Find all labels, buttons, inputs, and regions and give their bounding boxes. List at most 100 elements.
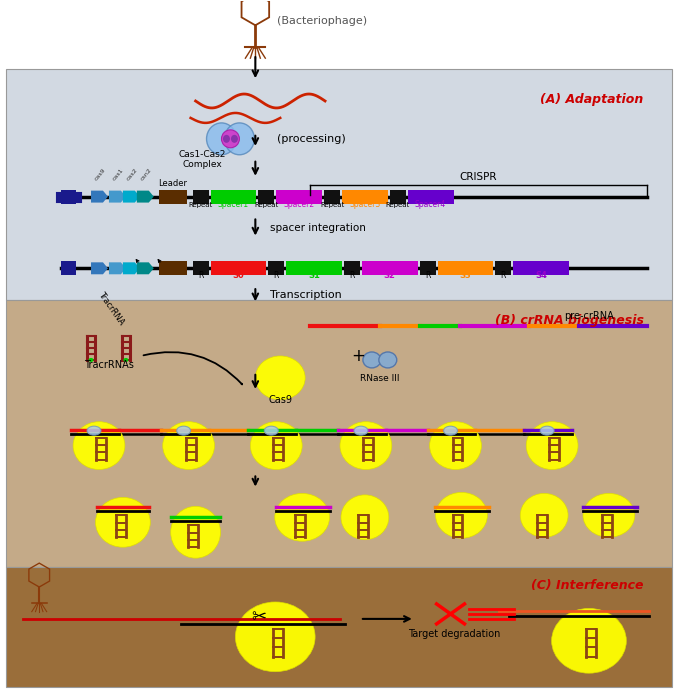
Bar [159, 190, 186, 203]
Bar [159, 262, 186, 275]
Bar [61, 262, 76, 275]
Text: S3: S3 [460, 271, 471, 280]
Ellipse shape [87, 426, 101, 435]
Ellipse shape [520, 493, 568, 537]
Ellipse shape [223, 135, 230, 143]
Bar [268, 262, 284, 275]
Bar [6, 69, 672, 300]
Bar [496, 262, 511, 275]
Bar [211, 262, 266, 275]
Ellipse shape [443, 426, 458, 435]
Ellipse shape [222, 130, 239, 148]
Ellipse shape [540, 426, 554, 435]
FancyArrow shape [123, 190, 140, 203]
Bar [324, 190, 340, 203]
Ellipse shape [231, 135, 238, 143]
Text: S0: S0 [233, 271, 244, 280]
Text: (C) Interference: (C) Interference [532, 579, 643, 592]
Bar [513, 262, 569, 275]
Bar [6, 300, 672, 567]
Ellipse shape [163, 421, 214, 469]
Bar [211, 190, 256, 203]
Text: Spacer4: Spacer4 [415, 199, 446, 208]
Text: ✂: ✂ [251, 608, 266, 626]
Text: TracrRNA: TracrRNA [96, 290, 125, 327]
Ellipse shape [552, 608, 626, 673]
FancyArrow shape [137, 262, 154, 274]
Ellipse shape [177, 426, 191, 435]
Bar [344, 262, 360, 275]
Text: R: R [425, 271, 431, 280]
Text: Spacer3: Spacer3 [349, 199, 380, 208]
Text: Spacer2: Spacer2 [283, 199, 315, 208]
Text: R: R [198, 271, 203, 280]
Bar [286, 262, 342, 275]
Bar [342, 190, 388, 203]
Text: Repeat: Repeat [188, 201, 213, 208]
Ellipse shape [96, 498, 151, 547]
Text: R: R [349, 271, 355, 280]
Text: S4: S4 [535, 271, 547, 280]
Ellipse shape [171, 507, 220, 558]
Text: spacer integration: spacer integration [271, 224, 366, 233]
Text: cas2: cas2 [126, 167, 139, 182]
Ellipse shape [379, 352, 397, 368]
Text: Cas1-Cas2: Cas1-Cas2 [179, 149, 226, 158]
Text: Target degradation: Target degradation [408, 629, 501, 639]
Ellipse shape [435, 493, 487, 538]
Ellipse shape [341, 495, 388, 540]
Bar [193, 190, 209, 203]
FancyArrow shape [109, 262, 126, 274]
Ellipse shape [256, 356, 305, 400]
Ellipse shape [224, 123, 254, 155]
Bar [6, 567, 672, 686]
Ellipse shape [235, 602, 315, 672]
Text: cas1: cas1 [112, 167, 125, 182]
Bar [437, 262, 494, 275]
FancyArrow shape [91, 262, 108, 274]
Text: S2: S2 [384, 271, 396, 280]
Text: CRISPR: CRISPR [460, 172, 497, 182]
Ellipse shape [430, 421, 481, 469]
FancyArrow shape [109, 190, 126, 203]
Text: Spacer1: Spacer1 [218, 199, 249, 208]
Text: csn2: csn2 [140, 167, 153, 182]
Bar [193, 262, 209, 275]
Bar [362, 262, 418, 275]
Text: Cas9: Cas9 [268, 394, 292, 405]
FancyArrowPatch shape [144, 352, 242, 384]
Text: Transcription: Transcription [271, 290, 342, 300]
Bar [407, 190, 454, 203]
FancyArrow shape [91, 190, 108, 203]
Bar [258, 190, 275, 203]
Bar [390, 190, 405, 203]
Text: TracrRNAs: TracrRNAs [84, 360, 134, 370]
Ellipse shape [207, 123, 237, 155]
Text: (processing): (processing) [277, 134, 346, 144]
Bar [276, 190, 322, 203]
Bar [420, 262, 435, 275]
Text: Complex: Complex [182, 160, 222, 169]
Text: Leader: Leader [158, 179, 187, 188]
Text: (B) crRNA biogenesis: (B) crRNA biogenesis [495, 314, 643, 327]
Text: (A) Adaptation: (A) Adaptation [540, 93, 643, 106]
Ellipse shape [73, 421, 125, 469]
Text: +: + [351, 347, 365, 365]
Ellipse shape [354, 426, 368, 435]
FancyArrow shape [137, 190, 154, 203]
Ellipse shape [275, 493, 330, 541]
Text: pre-crRNA: pre-crRNA [564, 311, 614, 321]
Bar [61, 190, 76, 203]
Ellipse shape [363, 352, 381, 368]
Text: R: R [500, 271, 506, 280]
Ellipse shape [250, 421, 302, 469]
Ellipse shape [89, 358, 94, 362]
FancyArrow shape [123, 262, 140, 274]
Text: Repeat: Repeat [386, 201, 410, 208]
Ellipse shape [526, 421, 578, 469]
Ellipse shape [264, 426, 278, 435]
Text: Repeat: Repeat [254, 201, 279, 208]
Text: RNase III: RNase III [360, 374, 399, 383]
Text: cas9: cas9 [94, 167, 107, 182]
Ellipse shape [583, 493, 635, 537]
